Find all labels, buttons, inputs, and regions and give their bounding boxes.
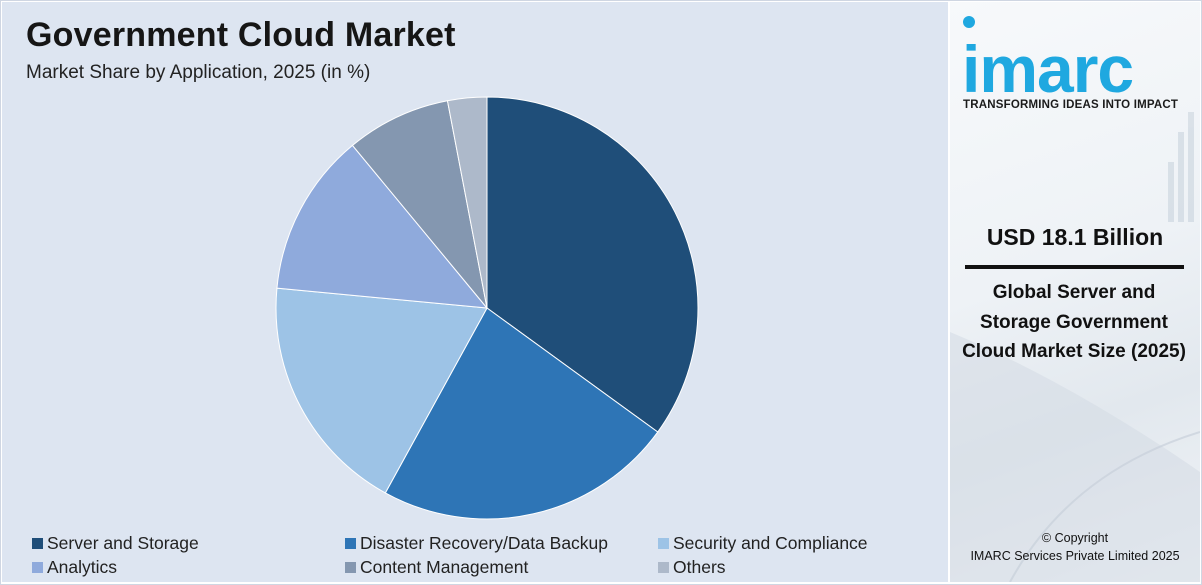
legend-item: Server and Storage — [32, 532, 345, 554]
divider — [965, 265, 1184, 269]
legend-item: Disaster Recovery/Data Backup — [345, 532, 658, 554]
chart-title: Government Cloud Market — [26, 16, 456, 54]
legend-item: Content Management — [345, 556, 658, 578]
logo-dot-icon — [963, 16, 975, 28]
pie-slice-content-management — [351, 100, 488, 309]
legend-label: Security and Compliance — [673, 532, 868, 553]
legend-item: Others — [658, 556, 932, 578]
chart-subtitle: Market Share by Application, 2025 (in %) — [26, 62, 371, 83]
pie-slice-analytics — [276, 144, 489, 309]
pie-slice-disaster-recovery-data-backup — [384, 307, 659, 520]
brand-panel: imarc TRANSFORMING IDEAS INTO IMPACT USD… — [950, 2, 1200, 582]
market-size-caption: Global Server and Storage Government Clo… — [962, 282, 1186, 362]
legend-label: Analytics — [47, 556, 118, 577]
pie-slice-security-and-compliance — [275, 287, 488, 494]
legend-swatch — [345, 561, 356, 573]
legend-swatch — [658, 561, 669, 573]
chart-legend: Server and Storage Disaster Recovery/Data… — [32, 532, 932, 578]
market-size-value: USD 18.1 Billion — [986, 224, 1164, 250]
legend-label: Disaster Recovery/Data Backup — [360, 532, 609, 553]
imarc-logo: imarc — [962, 32, 1134, 106]
background-decoration — [950, 112, 1200, 582]
copyright-line-2: IMARC Services Private Limited 2025 — [970, 549, 1180, 563]
chart-panel: Government Cloud Market Market Share by … — [2, 2, 948, 582]
copyright: © Copyright IMARC Services Private Limit… — [950, 529, 1200, 565]
pie-slice-others — [446, 96, 488, 309]
legend-swatch — [32, 561, 43, 573]
legend-label: Server and Storage — [47, 532, 199, 553]
pie-chart — [275, 96, 699, 520]
brand-tagline: TRANSFORMING IDEAS INTO IMPACT — [963, 99, 1179, 111]
legend-swatch — [32, 537, 43, 549]
legend-label: Content Management — [360, 556, 529, 577]
pie-slice-server-and-storage — [486, 96, 699, 433]
legend-swatch — [658, 537, 669, 549]
legend-label: Others — [673, 556, 726, 577]
copyright-line-1: © Copyright — [1041, 531, 1109, 545]
legend-swatch — [345, 537, 356, 549]
legend-item: Analytics — [32, 556, 345, 578]
legend-item: Security and Compliance — [658, 532, 932, 554]
